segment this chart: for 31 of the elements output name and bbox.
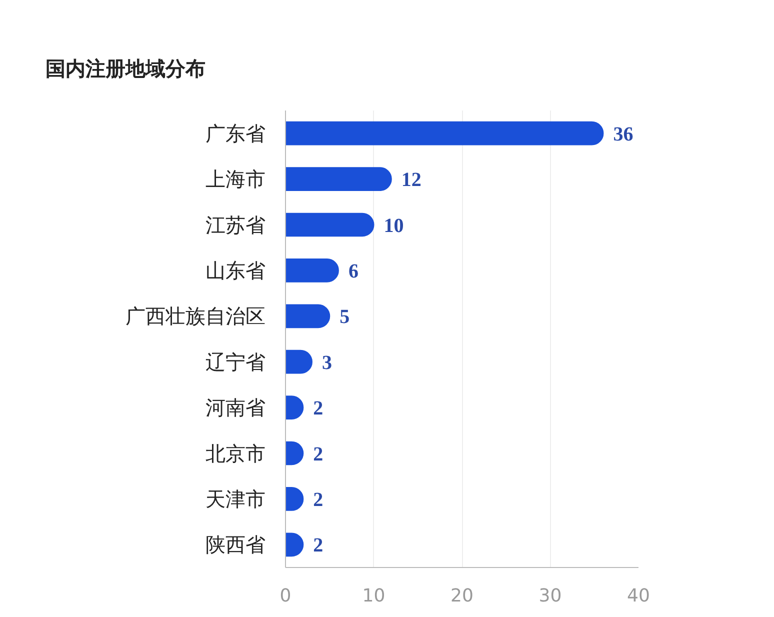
- bar: [286, 212, 374, 237]
- y-tick-label: 广西壮族自治区: [126, 304, 266, 328]
- y-tick-label: 山东省: [206, 258, 266, 282]
- bar: [286, 304, 330, 328]
- chart-title: 国内注册地域分布: [46, 56, 206, 80]
- data-label: 2: [313, 534, 324, 557]
- y-tick-label: 辽宁省: [206, 350, 266, 374]
- data-label: 3: [322, 352, 332, 374]
- bar: [286, 167, 392, 191]
- bar: [286, 121, 604, 146]
- y-tick-label: 上海市: [206, 167, 266, 192]
- x-tick-label: 20: [450, 586, 474, 606]
- bar: [286, 258, 339, 282]
- x-tick-label: 0: [280, 586, 292, 606]
- data-label: 2: [313, 398, 324, 420]
- x-tick-label: 10: [362, 586, 386, 606]
- data-label: 12: [401, 169, 422, 192]
- data-label: 2: [313, 443, 324, 466]
- data-label: 5: [340, 306, 350, 328]
- data-label: 10: [384, 214, 404, 237]
- y-tick-label: 陕西省: [206, 532, 266, 557]
- y-tick-label: 广东省: [206, 121, 266, 146]
- x-tick-label: 40: [627, 586, 650, 606]
- data-label: 2: [313, 488, 324, 511]
- y-tick-label: 江苏省: [206, 212, 266, 237]
- x-tick-label: 30: [538, 586, 562, 606]
- y-tick-label: 北京市: [206, 441, 266, 466]
- data-label: 6: [348, 260, 358, 282]
- data-label: 36: [613, 123, 634, 146]
- y-tick-label: 河南省: [206, 396, 266, 420]
- y-tick-label: 天津市: [206, 486, 266, 511]
